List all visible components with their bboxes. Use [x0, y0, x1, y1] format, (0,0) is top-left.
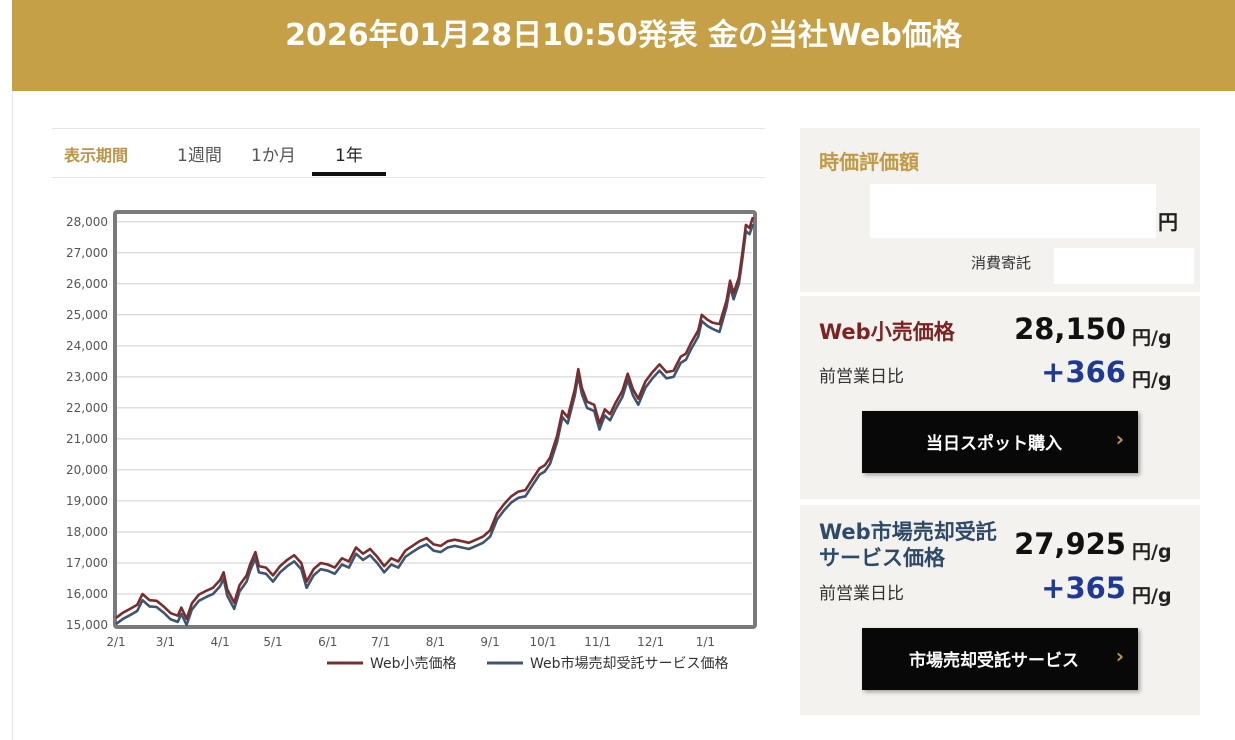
retail-diff-value: +366	[1041, 355, 1126, 389]
chevron-right-icon: ›	[1115, 644, 1124, 668]
period-label: 表示期間	[64, 146, 129, 165]
x-tick-label: 12/1	[637, 635, 664, 649]
spot-purchase-label: 当日スポット購入	[926, 434, 1062, 454]
valuation-panel: 時価評価額 円 消費寄託	[800, 128, 1200, 292]
y-tick-label: 16,000	[66, 587, 108, 601]
y-tick-label: 28,000	[66, 215, 108, 229]
plot-area	[113, 210, 757, 629]
x-tick-label: 7/1	[371, 635, 390, 649]
y-tick-label: 24,000	[66, 339, 108, 353]
page-title: 2026年01月28日10:50発表 金の当社Web価格	[285, 18, 962, 53]
spot-purchase-button[interactable]: 当日スポット購入 ›	[862, 411, 1138, 473]
retail-price-name: Web小売価格	[819, 320, 955, 344]
y-tick-label: 26,000	[66, 277, 108, 291]
x-tick-label: 11/1	[584, 635, 611, 649]
valuation-amount	[870, 184, 1156, 238]
y-tick-label: 23,000	[66, 370, 108, 384]
tab-1-month[interactable]: 1か月	[251, 146, 296, 166]
x-tick-label: 6/1	[318, 635, 337, 649]
x-tick-label: 5/1	[263, 635, 282, 649]
valuation-title: 時価評価額	[819, 150, 919, 174]
market-sale-label: 市場売却受託サービス	[909, 651, 1079, 671]
x-tick-label: 4/1	[210, 635, 229, 649]
left-border	[12, 90, 13, 740]
price-chart: 28,000 27,000 26,000 25,000 24,000 23,000 22,0…	[52, 195, 768, 685]
y-tick-label: 19,000	[66, 494, 108, 508]
market-price-panel: Web市場売却受託 サービス価格 27,925 円/g 前営業日比 +365 円…	[800, 505, 1200, 715]
retail-diff-label: 前営業日比	[819, 367, 904, 387]
series-line-retail	[115, 216, 755, 621]
x-tick-label: 8/1	[426, 635, 445, 649]
legend-retail-label: Web小売価格	[370, 656, 457, 672]
retail-price-unit: 円/g	[1132, 327, 1172, 349]
x-tick-label: 10/1	[530, 635, 557, 649]
consignment-label: 消費寄託	[971, 254, 1032, 272]
market-price-name-line2: サービス価格	[819, 546, 945, 570]
chevron-right-icon: ›	[1115, 427, 1124, 451]
page-header: 2026年01月28日10:50発表 金の当社Web価格	[12, 0, 1235, 91]
market-sale-button[interactable]: 市場売却受託サービス ›	[862, 628, 1138, 690]
y-tick-label: 20,000	[66, 463, 108, 477]
retail-diff-unit: 円/g	[1132, 369, 1172, 391]
x-tick-label: 3/1	[156, 635, 175, 649]
tab-1-year[interactable]: 1年	[335, 146, 363, 166]
y-tick-label: 17,000	[66, 556, 108, 570]
y-tick-label: 18,000	[66, 525, 108, 539]
y-tick-label: 25,000	[66, 308, 108, 322]
market-price-name-line1: Web市場売却受託	[819, 520, 997, 544]
x-tick-label: 2/1	[106, 635, 125, 649]
y-tick-label: 22,000	[66, 401, 108, 415]
market-diff-unit: 円/g	[1132, 585, 1172, 607]
market-diff-label: 前営業日比	[819, 584, 904, 604]
legend-market-label: Web市場売却受託サービス価格	[530, 655, 729, 672]
active-tab-indicator	[312, 172, 386, 176]
market-diff-value: +365	[1041, 571, 1126, 605]
tab-1-week[interactable]: 1週間	[177, 146, 222, 166]
y-tick-label: 27,000	[66, 246, 108, 260]
market-price-value: 27,925	[1014, 527, 1126, 561]
retail-price-panel: Web小売価格 28,150 円/g 前営業日比 +366 円/g 当日スポット…	[800, 296, 1200, 499]
valuation-unit: 円	[1158, 210, 1178, 234]
market-price-unit: 円/g	[1132, 541, 1172, 563]
period-tabs: 表示期間 1週間 1か月 1年	[52, 128, 765, 178]
price-chart-svg: 28,000 27,000 26,000 25,000 24,000 23,000 22,0…	[66, 210, 757, 672]
x-tick-label: 9/1	[480, 635, 499, 649]
x-tick-label: 1/1	[696, 635, 715, 649]
y-tick-label: 21,000	[66, 432, 108, 446]
y-tick-label: 15,000	[66, 618, 108, 632]
consignment-value	[1054, 248, 1194, 284]
retail-price-value: 28,150	[1014, 312, 1126, 346]
